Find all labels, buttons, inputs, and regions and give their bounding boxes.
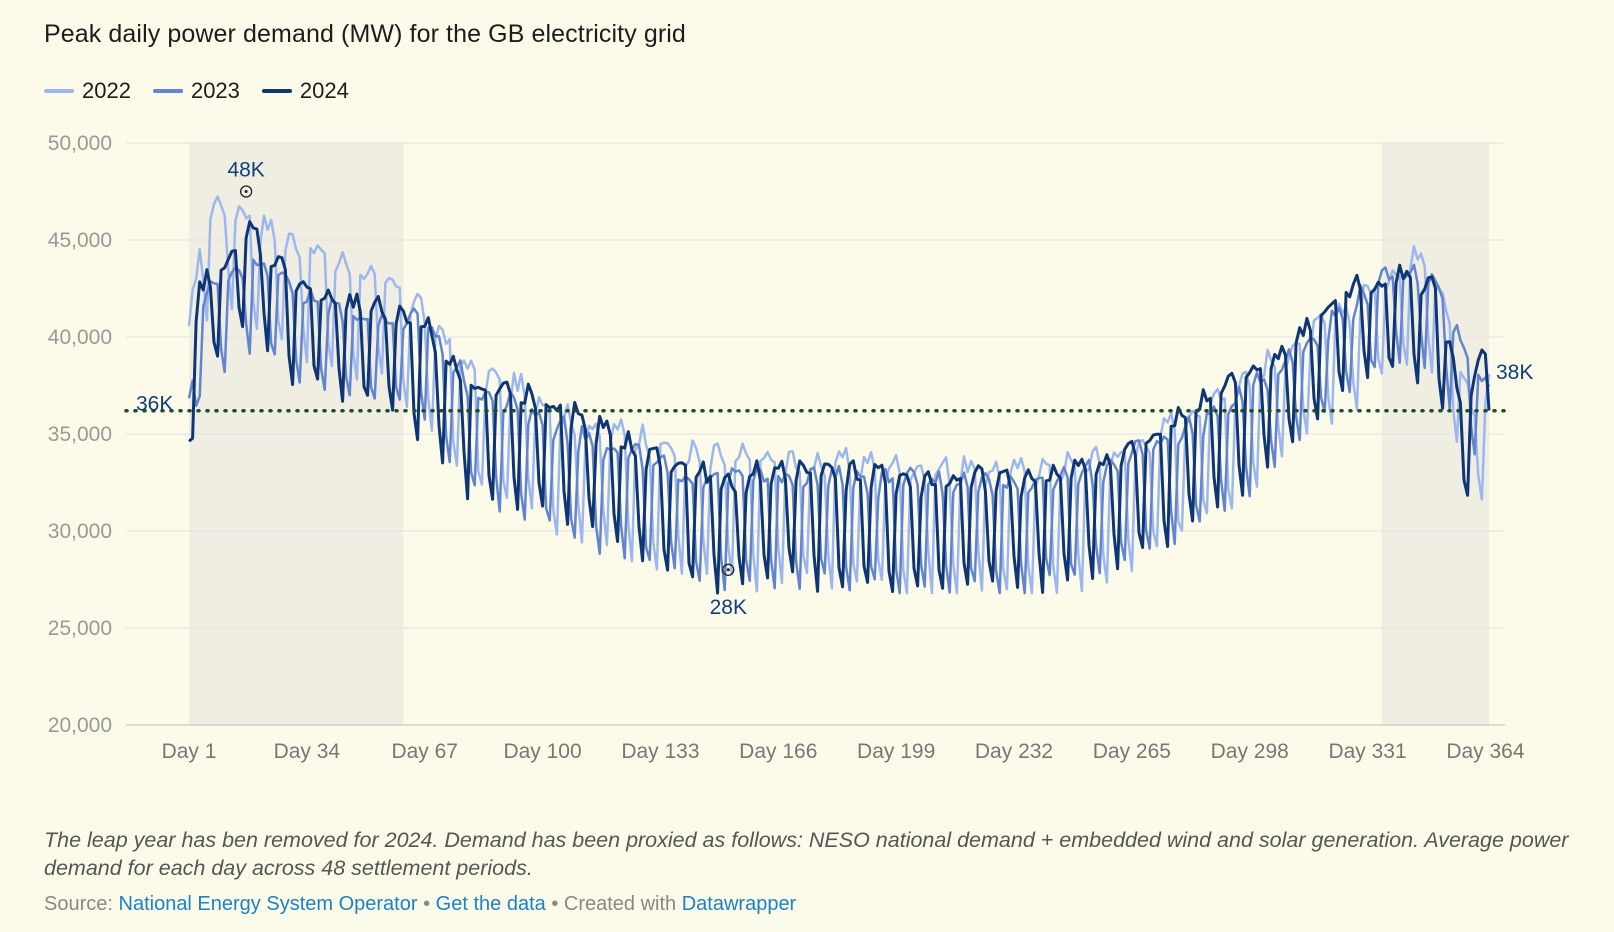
- legend-item-2022: 2022: [44, 78, 131, 104]
- source-label: Source:: [44, 893, 113, 915]
- annotation-label: 28K: [710, 596, 747, 619]
- x-tick-label: Day 133: [621, 740, 699, 763]
- annotation-label: 48K: [227, 159, 264, 182]
- get-data-link[interactable]: Get the data: [435, 893, 546, 915]
- chart-notes: The leap year has ben removed for 2024. …: [44, 828, 1569, 880]
- x-tick-label: Day 67: [391, 740, 458, 763]
- annotation-marker-dot: [726, 568, 730, 572]
- x-tick-label: Day 1: [162, 740, 217, 763]
- legend-swatch: [152, 89, 183, 93]
- series-line-2024: [188, 220, 1491, 595]
- legend-item-2023: 2023: [152, 78, 240, 104]
- legend-label: 2024: [299, 78, 349, 103]
- chart-title: Peak daily power demand (MW) for the GB …: [44, 20, 686, 48]
- datawrapper-link[interactable]: Datawrapper: [681, 893, 797, 915]
- created-with-text: • Created with: [551, 893, 677, 915]
- legend-label: 2023: [190, 78, 240, 103]
- y-tick-label: 35,000: [48, 423, 112, 446]
- legend-item-2024: 2024: [261, 78, 349, 104]
- series-line-2023: [187, 258, 1491, 595]
- y-tick-label: 40,000: [48, 326, 112, 349]
- x-tick-label: Day 199: [857, 740, 935, 763]
- y-tick-label: 45,000: [48, 229, 112, 252]
- legend-swatch: [261, 89, 292, 93]
- annotation-marker-dot: [244, 190, 248, 193]
- source-separator: •: [423, 893, 431, 915]
- source-line: Source: National Energy System Operator …: [44, 893, 796, 916]
- x-tick-label: Day 298: [1211, 740, 1289, 763]
- y-tick-label: 50,000: [48, 132, 112, 155]
- annotation-marker: [722, 563, 735, 576]
- annotation-marker: [239, 185, 253, 198]
- average-label: 36K: [136, 393, 173, 416]
- y-tick-label: 20,000: [48, 714, 112, 737]
- legend-label: 2022: [82, 78, 131, 103]
- x-tick-label: Day 265: [1093, 740, 1171, 763]
- x-tick-label: Day 232: [975, 740, 1053, 763]
- x-tick-label: Day 331: [1328, 740, 1406, 763]
- legend-swatch: [44, 89, 74, 93]
- x-tick-label: Day 100: [503, 740, 581, 763]
- annotation-label: 38K: [1496, 361, 1533, 384]
- legend: 2022 2023 2024: [44, 78, 349, 104]
- y-tick-label: 25,000: [48, 617, 112, 640]
- x-tick-label: Day 166: [739, 740, 817, 763]
- line-chart: 20,000 25,000 30,000 35,000 40,000 45,000 50,0…: [48, 132, 1534, 763]
- y-tick-label: 30,000: [48, 520, 112, 543]
- x-tick-label: Day 364: [1446, 740, 1525, 763]
- source-link-neso[interactable]: National Energy System Operator: [118, 893, 418, 915]
- x-tick-label: Day 34: [274, 740, 341, 763]
